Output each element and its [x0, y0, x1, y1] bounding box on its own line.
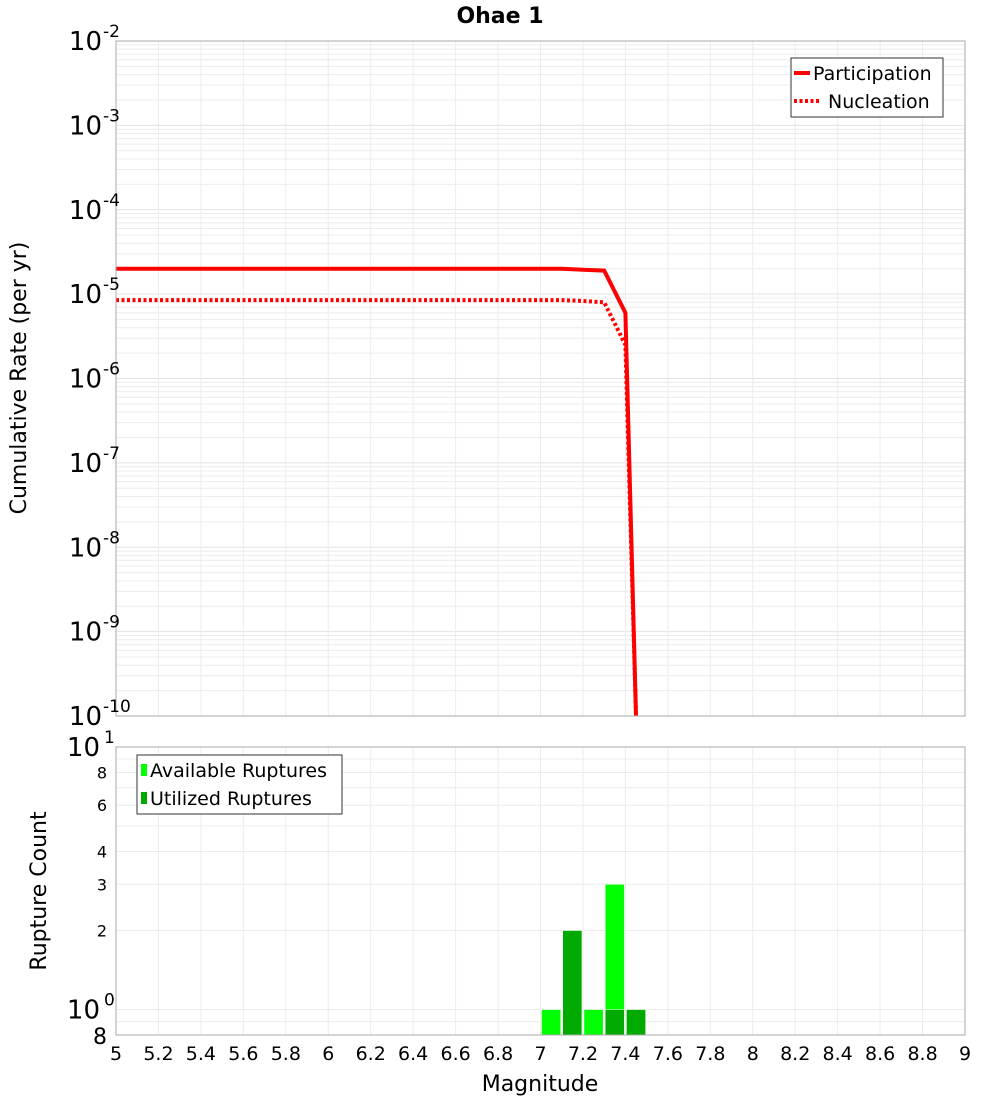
y-tick-label: 10 — [69, 27, 102, 57]
x-tick-label: 7 — [534, 1043, 546, 1065]
y-tick-label: 10 — [69, 365, 102, 395]
top-y-axis-label: Cumulative Rate (per yr) — [7, 242, 32, 515]
x-tick-label: 5.4 — [186, 1043, 216, 1065]
nucleation-line — [116, 298, 638, 717]
bottom-legend: Available Ruptures Utilized Ruptures — [136, 754, 343, 815]
x-tick-label: 5 — [110, 1043, 122, 1065]
utilized-ruptures-bar — [626, 1009, 646, 1036]
x-tick-label: 8.4 — [823, 1043, 853, 1065]
svg-text:-2: -2 — [103, 22, 120, 42]
x-tick-label: 5.8 — [271, 1043, 301, 1065]
svg-text:-7: -7 — [103, 444, 120, 464]
legend-nucleation: Nucleation — [828, 91, 930, 113]
svg-text:6: 6 — [97, 796, 107, 815]
svg-text:-10: -10 — [103, 697, 131, 717]
available-ruptures-bar — [583, 1009, 604, 1036]
svg-text:1: 1 — [104, 728, 115, 748]
available-legend-swatch — [141, 764, 147, 776]
chart-title: Ohae 1 — [456, 4, 543, 29]
top-series — [116, 266, 638, 717]
x-tick-label: 8.2 — [780, 1043, 810, 1065]
svg-text:-5: -5 — [103, 275, 120, 295]
x-tick-label: 8.8 — [907, 1043, 937, 1065]
y-tick-label: 10 — [69, 533, 102, 563]
x-tick-label: 7.6 — [653, 1043, 683, 1065]
svg-text:8: 8 — [93, 1025, 107, 1050]
svg-text:-4: -4 — [103, 191, 120, 211]
svg-text:0: 0 — [104, 991, 115, 1011]
top-grid — [115, 41, 966, 717]
svg-text:-6: -6 — [103, 360, 120, 380]
y-tick-label: 10 — [69, 449, 102, 479]
top-legend: Participation Nucleation — [790, 57, 944, 118]
svg-text:-3: -3 — [103, 106, 120, 126]
y-tick-label: 10 — [69, 111, 102, 141]
y-tick-label: 10 — [69, 702, 102, 732]
available-ruptures-bar — [541, 1009, 561, 1036]
svg-text:3: 3 — [97, 875, 107, 894]
x-tick-label: 7.8 — [695, 1043, 725, 1065]
svg-text:10: 10 — [67, 733, 100, 763]
x-tick-label: 6.4 — [398, 1043, 428, 1065]
top-y-axis: 10-210-310-410-510-610-710-810-910-10 — [69, 22, 131, 732]
x-tick-label: 8.6 — [865, 1043, 895, 1065]
x-tick-label: 6.6 — [440, 1043, 470, 1065]
y-tick-label: 10 — [69, 196, 102, 226]
y-tick-label: 10 — [69, 280, 102, 310]
x-tick-label: 6.2 — [356, 1043, 386, 1065]
x-tick-label: 9 — [959, 1043, 971, 1065]
y-tick-label: 10 — [69, 618, 102, 648]
utilized-legend-swatch — [141, 792, 147, 804]
x-tick-label: 8 — [747, 1043, 759, 1065]
legend-participation: Participation — [813, 63, 932, 85]
x-axis-ticks: 5 5.2 5.4 5.6 5.8 6 6.2 6.4 6.6 6.8 7 7.2 7.4 7.6 7.8 8… — [110, 1043, 971, 1065]
legend-utilized: Utilized Ruptures — [150, 788, 312, 810]
utilized-ruptures-bar — [562, 930, 583, 1036]
x-axis-label: Magnitude — [482, 1072, 599, 1097]
x-tick-label: 6 — [322, 1043, 334, 1065]
x-tick-label: 7.2 — [568, 1043, 598, 1065]
bottom-y-axis-label: Rupture Count — [27, 811, 52, 971]
x-tick-label: 6.8 — [483, 1043, 513, 1065]
bottom-bars — [541, 884, 646, 1036]
svg-text:-8: -8 — [103, 528, 120, 548]
x-tick-label: 5.2 — [143, 1043, 173, 1065]
top-plot: 10-210-310-410-510-610-710-810-910-10 Cu… — [7, 22, 966, 732]
svg-text:-9: -9 — [103, 613, 120, 633]
svg-text:10: 10 — [67, 996, 100, 1026]
participation-line — [116, 266, 638, 717]
x-tick-label: 7.4 — [610, 1043, 640, 1065]
svg-text:2: 2 — [97, 922, 107, 941]
svg-text:4: 4 — [97, 842, 107, 861]
x-tick-label: 5.6 — [228, 1043, 258, 1065]
legend-available: Available Ruptures — [150, 760, 327, 782]
svg-text:8: 8 — [97, 763, 107, 782]
utilized-ruptures-bar — [604, 1009, 625, 1036]
